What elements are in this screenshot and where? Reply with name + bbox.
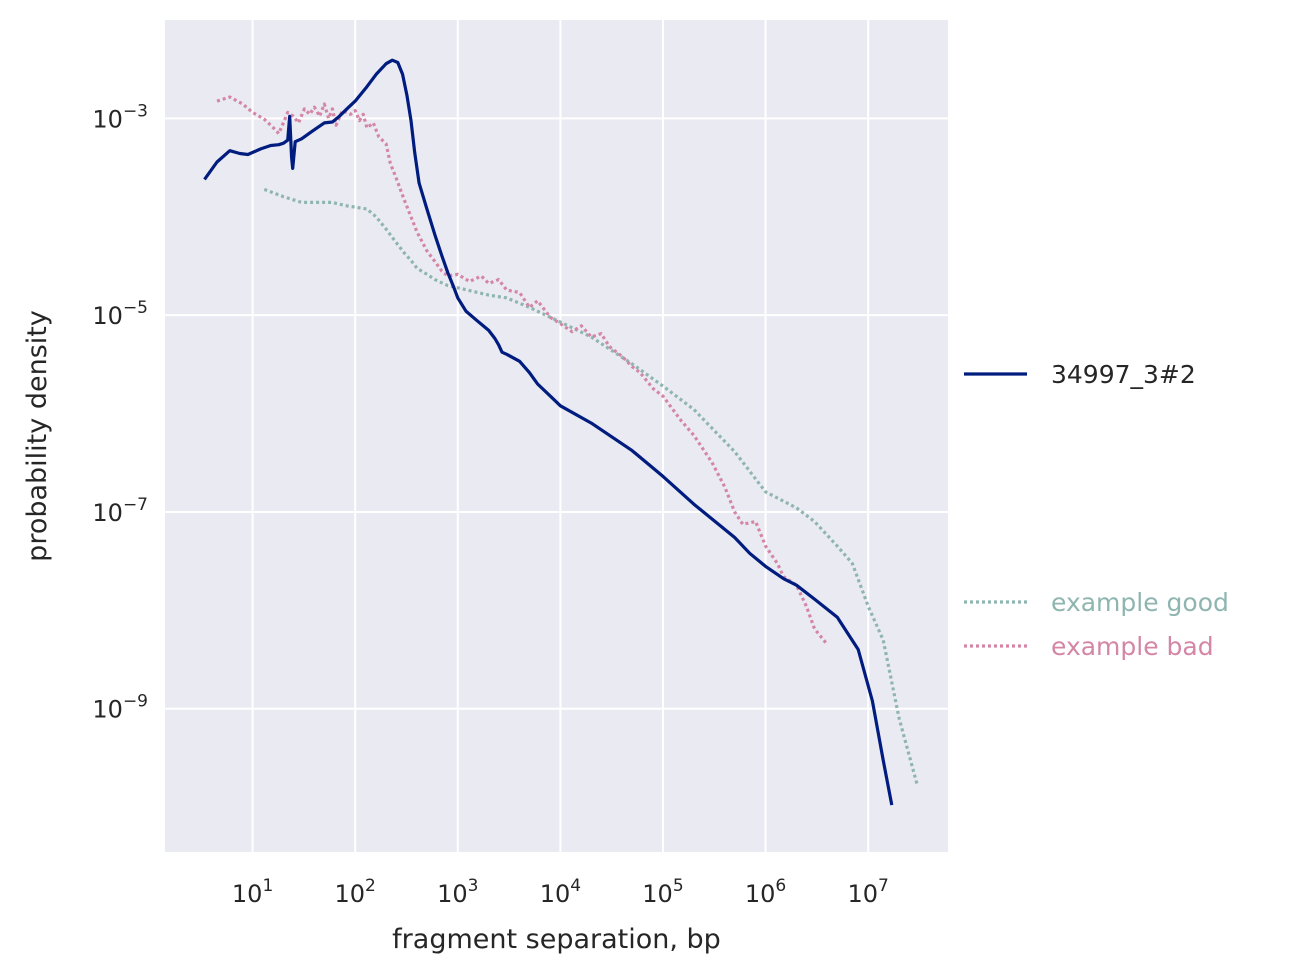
x-tick-exponent: 7 bbox=[878, 876, 889, 896]
y-axis-ticks: 10−310−510−710−9 bbox=[92, 101, 148, 723]
x-tick-label: 105 bbox=[642, 876, 683, 908]
grid bbox=[165, 20, 948, 852]
legend-label: 34997_3#2 bbox=[1051, 360, 1196, 389]
x-tick-exponent: 2 bbox=[365, 876, 376, 896]
y-tick-exponent: −3 bbox=[123, 101, 148, 121]
x-tick-label: 107 bbox=[847, 876, 888, 908]
x-tick-base: 10 bbox=[642, 880, 673, 908]
y-tick-exponent: −7 bbox=[123, 495, 148, 515]
x-tick-base: 10 bbox=[847, 880, 878, 908]
y-tick-base: 10 bbox=[92, 696, 123, 724]
x-axis-ticks: 101 102 103 104 105 106 107 bbox=[232, 876, 889, 908]
series-line-example-bad bbox=[216, 95, 829, 646]
plot-background bbox=[165, 20, 948, 852]
x-tick-label: 106 bbox=[745, 876, 786, 908]
y-tick-label: 10−9 bbox=[92, 692, 148, 724]
y-axis-label: probability density bbox=[22, 310, 53, 562]
x-tick-exponent: 3 bbox=[468, 876, 479, 896]
x-tick-base: 10 bbox=[437, 880, 468, 908]
x-tick-exponent: 5 bbox=[673, 876, 684, 896]
y-tick-label: 10−7 bbox=[92, 495, 148, 527]
x-tick-label: 104 bbox=[540, 876, 581, 908]
series-line-example-good bbox=[263, 187, 919, 785]
series-lines bbox=[203, 58, 919, 806]
y-tick-exponent: −9 bbox=[123, 692, 148, 712]
x-tick-base: 10 bbox=[232, 880, 263, 908]
x-tick-exponent: 6 bbox=[775, 876, 786, 896]
legend-label: example bad bbox=[1051, 632, 1214, 661]
x-tick-base: 10 bbox=[335, 880, 366, 908]
x-tick-label: 101 bbox=[232, 876, 273, 908]
series-line-main bbox=[203, 58, 894, 806]
x-tick-exponent: 4 bbox=[570, 876, 581, 896]
x-tick-label: 103 bbox=[437, 876, 478, 908]
x-tick-base: 10 bbox=[540, 880, 571, 908]
x-axis-label: fragment separation, bp bbox=[392, 924, 721, 955]
y-tick-base: 10 bbox=[92, 302, 123, 330]
y-tick-label: 10−3 bbox=[92, 101, 148, 133]
y-tick-exponent: −5 bbox=[123, 298, 148, 318]
x-tick-base: 10 bbox=[745, 880, 776, 908]
y-tick-label: 10−5 bbox=[92, 298, 148, 330]
y-tick-base: 10 bbox=[92, 105, 123, 133]
x-tick-exponent: 1 bbox=[262, 876, 273, 896]
x-tick-label: 102 bbox=[335, 876, 376, 908]
legend-label: example good bbox=[1051, 588, 1229, 617]
y-tick-base: 10 bbox=[92, 499, 123, 527]
